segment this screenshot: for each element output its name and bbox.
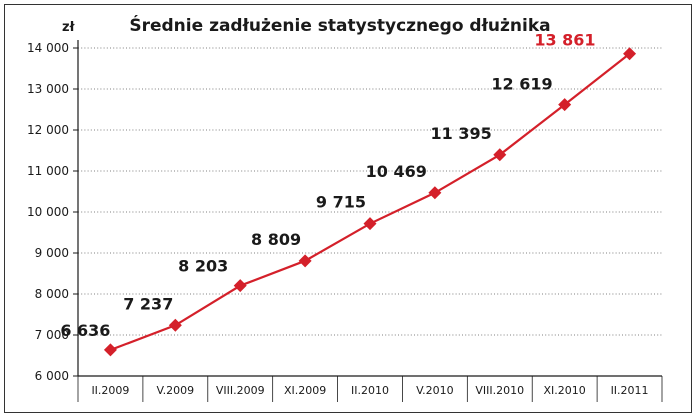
- y-tick-label: 6 000: [35, 369, 69, 383]
- data-label: 8 203: [178, 257, 228, 276]
- series-line: [110, 52, 631, 351]
- y-unit-label: zł: [62, 20, 76, 35]
- data-point-marker: [623, 47, 637, 61]
- data-point-marker: [428, 186, 442, 200]
- data-label: 8 809: [251, 230, 301, 249]
- data-point-marker: [558, 98, 572, 112]
- data-point-marker: [493, 148, 507, 162]
- x-tick-label: V.2010: [416, 384, 454, 397]
- y-tick-label: 12 000: [27, 123, 69, 137]
- x-tick-label: XI.2009: [284, 384, 326, 397]
- y-tick-label: 8 000: [35, 287, 69, 301]
- x-tick-label: II.2011: [611, 384, 649, 397]
- data-point-marker: [363, 217, 377, 231]
- x-tick-label: VIII.2009: [216, 384, 265, 397]
- y-tick-label: 9 000: [35, 246, 69, 260]
- data-label: 12 619: [491, 75, 552, 94]
- data-label: 11 395: [431, 124, 492, 143]
- chart-title: Średnie zadłużenie statystycznego dłużni…: [129, 14, 550, 36]
- x-tick-label: II.2010: [351, 384, 389, 397]
- y-tick-label: 11 000: [27, 164, 69, 178]
- data-point-marker: [103, 343, 117, 357]
- x-tick-label: V.2009: [157, 384, 195, 397]
- data-point-marker: [233, 279, 247, 293]
- y-tick-label: 14 000: [27, 41, 69, 55]
- data-label: 6 636: [60, 321, 110, 340]
- y-tick-label: 13 000: [27, 82, 69, 96]
- data-label: 7 237: [123, 294, 173, 313]
- data-point-marker: [168, 318, 182, 332]
- data-label: 13 861: [534, 31, 595, 50]
- x-tick-label: VIII.2010: [475, 384, 524, 397]
- y-tick-label: 7 000: [35, 328, 69, 342]
- y-tick-label: 10 000: [27, 205, 69, 219]
- data-label: 9 715: [316, 193, 366, 212]
- data-point-marker: [298, 254, 312, 268]
- chart-frame: [4, 4, 692, 413]
- data-label: 10 469: [366, 162, 427, 181]
- x-tick-label: II.2009: [91, 384, 129, 397]
- x-tick-label: XI.2010: [544, 384, 586, 397]
